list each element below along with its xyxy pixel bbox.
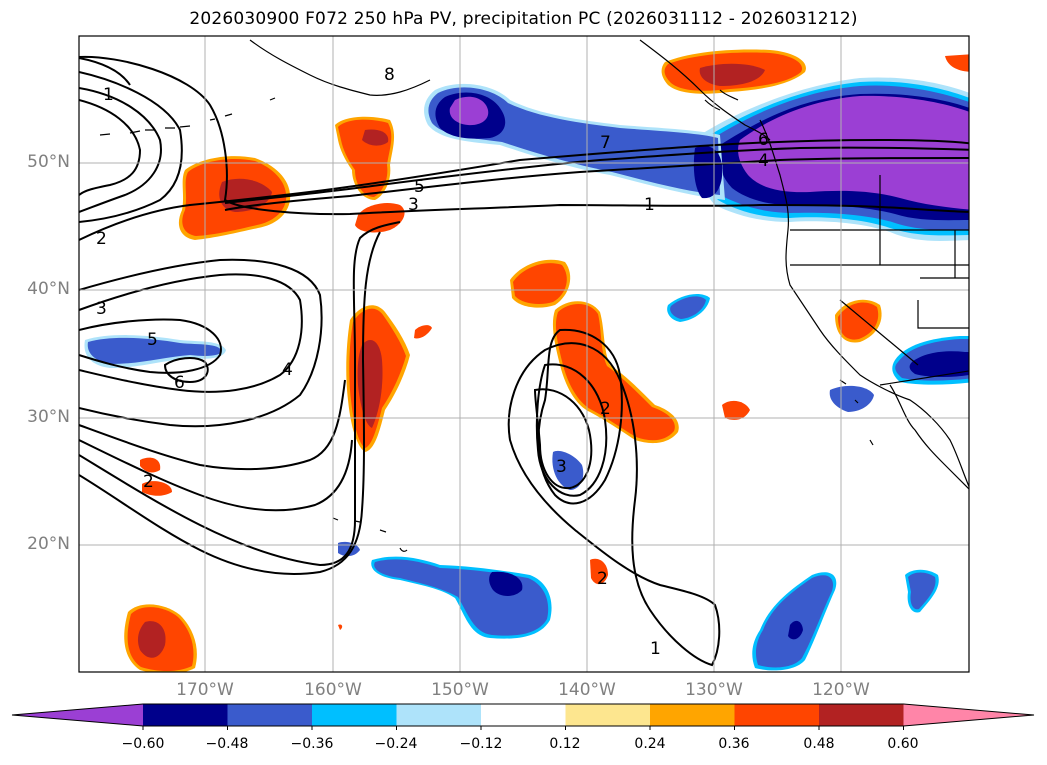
contour-label: 5 xyxy=(414,177,425,197)
contour-label: 2 xyxy=(600,399,611,419)
colorbar-tick-label: −0.48 xyxy=(205,736,249,752)
lon-label-150w: 150°W xyxy=(431,680,489,700)
colorbar-segment xyxy=(396,704,482,726)
contour-label: 3 xyxy=(408,195,419,215)
colorbar-tick-label: 0.36 xyxy=(718,736,750,752)
colorbar-tick-label: 0.12 xyxy=(549,736,581,752)
contour-label: 7 xyxy=(600,133,611,153)
negative-anomaly-shading xyxy=(84,77,969,671)
lon-label-120w: 120°W xyxy=(812,680,870,700)
colorbar-segment xyxy=(565,704,651,726)
map-plot-area: 1 2 3 5 6 4 5 3 7 6 4 1 2 3 2 1 2 8 xyxy=(79,36,969,672)
colorbar-tick-label: 0.48 xyxy=(803,736,835,752)
colorbar-segment xyxy=(734,704,820,726)
contour-label: 5 xyxy=(147,330,158,350)
lat-label-50n: 50°N xyxy=(27,152,70,172)
lon-label-130w: 130°W xyxy=(685,680,743,700)
contour-label: 3 xyxy=(556,457,567,477)
contour-label: 2 xyxy=(597,569,608,589)
colorbar-segment xyxy=(312,704,397,726)
colorbar-tick-label: 0.60 xyxy=(887,736,919,752)
colorbar-ticks xyxy=(142,726,904,730)
contour-label: 4 xyxy=(758,151,769,171)
contour-label: 2 xyxy=(96,229,107,249)
colorbar-tick-label: −0.60 xyxy=(121,736,165,752)
lon-label-160w: 160°W xyxy=(304,680,362,700)
lat-label-30n: 30°N xyxy=(27,407,70,427)
colorbar xyxy=(11,703,1035,727)
map-frame xyxy=(78,35,970,673)
contour-label: 6 xyxy=(758,130,769,150)
lon-label-140w: 140°W xyxy=(558,680,616,700)
contour-label: 1 xyxy=(103,85,114,105)
contour-label: 2 xyxy=(143,472,154,492)
contour-label: 1 xyxy=(650,639,661,659)
contour-labels: 1 2 3 5 6 4 5 3 7 6 4 1 2 3 2 1 2 8 xyxy=(96,65,769,659)
lat-label-20n: 20°N xyxy=(27,534,70,554)
colorbar-segment xyxy=(227,704,313,726)
contour-label: 4 xyxy=(282,360,293,380)
lon-label-170w: 170°W xyxy=(176,680,234,700)
graticule xyxy=(79,36,969,672)
colorbar-tick-label: −0.12 xyxy=(459,736,503,752)
colorbar-tick-label: 0.24 xyxy=(634,736,666,752)
colorbar-tick-label: −0.36 xyxy=(290,736,334,752)
colorbar-tick-label: −0.24 xyxy=(374,736,418,752)
lat-label-40n: 40°N xyxy=(27,279,70,299)
contour-label: 1 xyxy=(644,195,655,215)
pv-contours xyxy=(79,55,969,667)
coastlines xyxy=(99,39,969,552)
colorbar-segment xyxy=(481,704,566,726)
contour-label: 3 xyxy=(96,299,107,319)
colorbar-extend-high xyxy=(903,704,1034,726)
colorbar-segment xyxy=(650,704,735,726)
contour-label: 8 xyxy=(384,65,395,85)
map-title: 2026030900 F072 250 hPa PV, precipitatio… xyxy=(189,9,858,29)
contour-label: 6 xyxy=(174,373,185,393)
colorbar-segment xyxy=(819,704,904,726)
colorbar-extend-low xyxy=(12,704,143,726)
colorbar-segment xyxy=(143,704,228,726)
